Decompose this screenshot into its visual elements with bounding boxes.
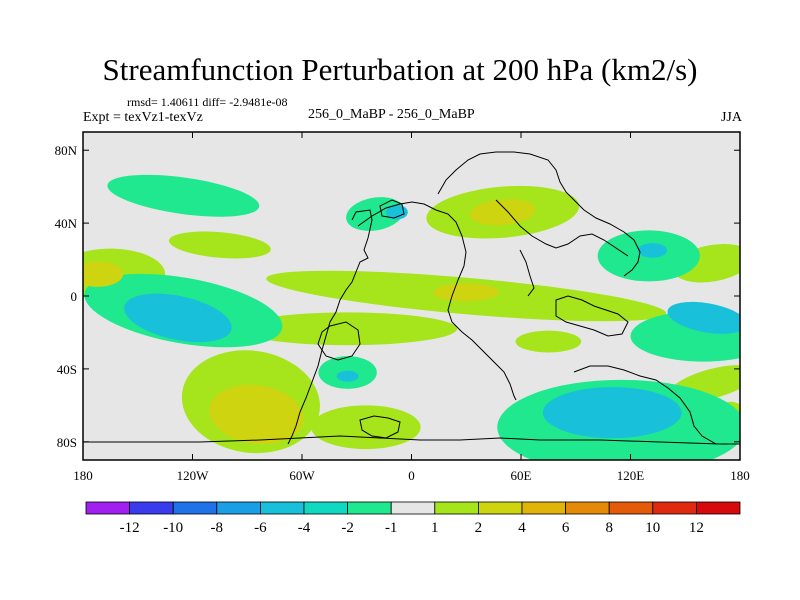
colorbar-label: 10 [645, 520, 660, 536]
coastline-eurasia [437, 151, 641, 277]
x-tick-label: 0 [408, 468, 415, 483]
x-tick-label: 120W [177, 468, 210, 483]
coastlines [83, 151, 740, 445]
coastline-south-atlantic [317, 321, 361, 361]
case-label: 256_0_MaBP - 256_0_MaBP [308, 107, 475, 122]
colorbar-label: -2 [341, 520, 354, 536]
x-tick-label: 60W [289, 468, 315, 483]
contour-region-pos-north-pacific-low [168, 231, 271, 259]
y-axis: 80N 40N 0 40S 80S [55, 143, 740, 450]
contour-region-neg-south-atlantic-core [336, 370, 359, 382]
contour-region-pos-south-atlantic-lower [311, 405, 421, 450]
colorbar-swatch [129, 501, 174, 515]
colorbar-label: 4 [518, 520, 526, 536]
coastline-south-america [287, 209, 373, 445]
colorbar-swatch [565, 501, 610, 515]
contour-region-pos-west-pacific-core [83, 261, 124, 287]
contour-region-neg-north-pacific [107, 174, 260, 217]
x-tick-label: 60E [511, 468, 532, 483]
colorbar: -12 -10 -8 -6 -4 -2 -1 1 2 4 6 8 10 12 [85, 501, 741, 536]
colorbar-swatch [390, 501, 436, 515]
experiment-label: Expt = texVz1-texVz [83, 110, 203, 125]
colorbar-swatch [259, 501, 305, 515]
y-tick-label: 80S [57, 435, 77, 450]
colorbar-swatch [85, 501, 130, 515]
colorbar-label: 2 [475, 520, 483, 536]
colorbar-label: 8 [605, 520, 613, 536]
colorbar-label: -8 [211, 520, 224, 536]
colorbar-swatch [477, 501, 523, 515]
y-tick-label: 80N [55, 143, 78, 158]
colorbar-swatch [172, 501, 218, 515]
contour-region-pos-south-america [238, 312, 458, 346]
coastline-antarctica [83, 435, 740, 445]
contour-region-pos-equatorial-core [433, 283, 500, 302]
season-label: JJA [720, 110, 742, 125]
contour-region-neg-south-indian-east-core [667, 301, 740, 334]
colorbar-label: -4 [298, 520, 311, 536]
stats-label: rmsd= 1.40611 diff= -2.9481e-08 [127, 95, 288, 109]
x-tick-label: 180 [730, 468, 750, 483]
colorbar-swatch [216, 501, 261, 515]
chart-title: Streamfunction Perturbation at 200 hPa (… [102, 52, 698, 87]
colorbar-label: -10 [163, 520, 183, 536]
coastline-south-atlantic-island [359, 415, 401, 439]
y-tick-label: 40N [55, 216, 78, 231]
coastline-india [519, 249, 535, 297]
colorbar-label: -1 [385, 520, 398, 536]
colorbar-swatch [652, 501, 697, 515]
colorbar-swatch [434, 501, 479, 515]
colorbar-label: 1 [431, 520, 439, 536]
coastline-indonesia [555, 295, 629, 337]
contour-region-neg-southern-ocean-core [542, 387, 682, 439]
colorbar-swatch [347, 501, 392, 515]
contour-region-pos-south-indian [515, 330, 582, 353]
x-axis: 180 120W 60W 0 60E 120E 180 [73, 132, 750, 483]
contour-region-neg-north-atlantic-core [385, 204, 408, 220]
y-tick-label: 40S [57, 362, 77, 377]
coastline-asia-inner [495, 199, 629, 257]
x-tick-label: 180 [73, 468, 93, 483]
contour-region-pos-north-atlantic-core [470, 199, 536, 226]
coastline-australia [573, 365, 717, 445]
colorbar-swatch [521, 501, 566, 515]
colorbar-label: 12 [689, 520, 704, 536]
coastline-north-atlantic-island [379, 199, 405, 219]
colorbar-label: 6 [562, 520, 570, 536]
contour-region-neg-asia-core [637, 243, 668, 258]
x-tick-label: 120E [617, 468, 645, 483]
y-tick-label: 0 [71, 289, 78, 304]
contour-region-pos-south-pacific-core [209, 384, 304, 445]
colorbar-swatch [608, 501, 654, 515]
colorbar-label: -6 [254, 520, 267, 536]
colorbar-label: -12 [120, 520, 140, 536]
contour-region-neg-tropical-pacific-core [124, 293, 232, 343]
coastline-africa-europe [357, 201, 517, 401]
colorbar-swatch [696, 501, 741, 515]
colorbar-swatch [303, 501, 348, 515]
